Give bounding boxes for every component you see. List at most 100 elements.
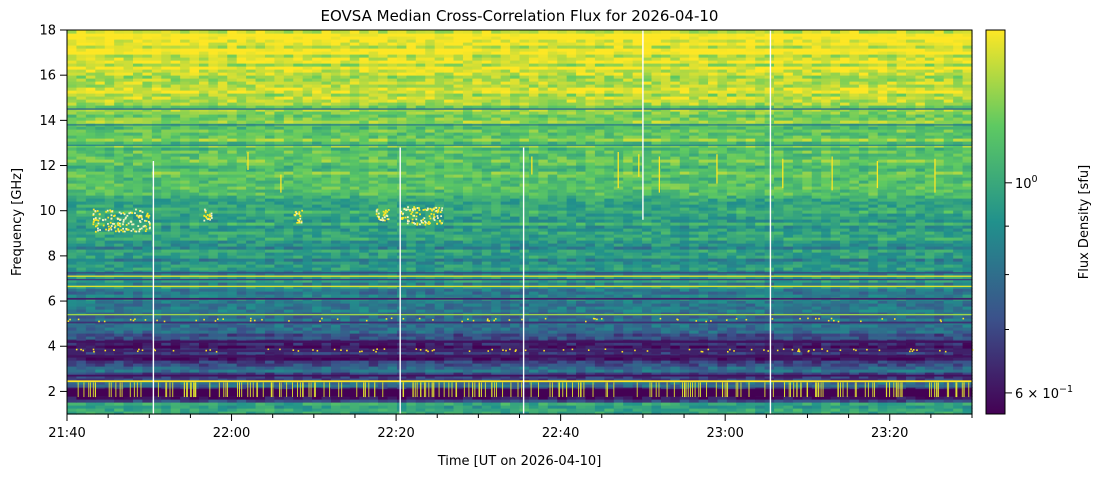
heatmap-cell bbox=[670, 279, 681, 283]
heatmap-cell bbox=[906, 345, 917, 349]
heatmap-cell bbox=[642, 375, 653, 379]
heatmap-cell bbox=[670, 306, 681, 310]
heatmap-cell bbox=[915, 333, 926, 337]
heatmap-cell bbox=[444, 279, 455, 283]
heatmap-cell bbox=[604, 279, 615, 283]
heatmap-cell bbox=[623, 375, 634, 379]
heatmap-cell bbox=[444, 372, 455, 376]
heatmap-cell bbox=[462, 315, 473, 319]
heatmap-cell bbox=[510, 357, 521, 361]
heatmap-cell bbox=[726, 315, 737, 319]
heatmap-cell bbox=[811, 264, 822, 268]
heatmap-cell bbox=[632, 372, 643, 376]
heatmap-cell bbox=[519, 378, 530, 382]
heatmap-cell bbox=[95, 381, 106, 385]
heatmap-cell bbox=[566, 342, 577, 346]
heatmap-cell bbox=[510, 378, 521, 382]
heatmap-cell bbox=[604, 324, 615, 328]
heatmap-cell bbox=[840, 291, 851, 295]
heatmap-cell bbox=[802, 324, 813, 328]
heatmap-cell bbox=[632, 273, 643, 277]
heatmap-cell bbox=[415, 327, 426, 331]
heatmap-cell bbox=[453, 357, 464, 361]
heatmap-cell bbox=[519, 357, 530, 361]
heatmap-cell bbox=[642, 357, 653, 361]
heatmap-cell bbox=[453, 336, 464, 340]
heatmap-cell bbox=[698, 342, 709, 346]
heatmap-cell bbox=[774, 267, 785, 271]
heatmap-cell bbox=[132, 378, 144, 382]
heatmap-cell bbox=[594, 330, 605, 334]
heatmap-cell bbox=[623, 336, 634, 340]
heatmap-cell bbox=[623, 294, 634, 298]
heatmap-cell bbox=[576, 405, 587, 409]
heatmap-cell bbox=[660, 282, 671, 286]
heatmap-cell bbox=[566, 315, 577, 319]
heatmap-cell bbox=[340, 324, 351, 328]
heatmap-cell bbox=[726, 336, 737, 340]
heatmap-cell bbox=[76, 288, 87, 292]
heatmap-cell bbox=[142, 264, 153, 268]
heatmap-cell bbox=[745, 402, 756, 406]
heatmap-cell bbox=[274, 396, 285, 400]
heatmap-cell bbox=[170, 363, 181, 367]
heatmap-cell bbox=[396, 333, 407, 337]
heatmap-cell bbox=[340, 267, 351, 271]
heatmap-cell bbox=[114, 300, 125, 304]
heatmap-cell bbox=[170, 288, 181, 292]
heatmap-cell bbox=[142, 372, 153, 376]
heatmap-cell bbox=[95, 363, 106, 367]
heatmap-cell bbox=[151, 342, 162, 346]
heatmap-cell bbox=[887, 396, 898, 400]
heatmap-cell bbox=[406, 303, 417, 307]
heatmap-cell bbox=[830, 273, 841, 277]
heatmap-cell bbox=[623, 405, 634, 409]
heatmap-cell bbox=[425, 291, 436, 295]
heatmap-cell bbox=[472, 366, 483, 370]
heatmap-cell bbox=[642, 372, 653, 376]
heatmap-cell bbox=[415, 315, 426, 319]
heatmap-cell bbox=[642, 315, 653, 319]
heatmap-cell bbox=[632, 279, 643, 283]
heatmap-cell bbox=[802, 336, 813, 340]
heatmap-cell bbox=[85, 402, 96, 406]
heatmap-cell bbox=[217, 336, 228, 340]
heatmap-cell bbox=[274, 408, 285, 412]
heatmap-cell bbox=[538, 396, 549, 400]
heatmap-cell bbox=[198, 402, 210, 406]
heatmap-cell bbox=[547, 375, 558, 379]
heatmap-cell bbox=[660, 384, 671, 388]
heatmap-cell bbox=[717, 267, 728, 271]
heatmap-cell bbox=[802, 279, 813, 283]
heatmap-cell bbox=[217, 366, 228, 370]
heatmap-cell bbox=[368, 264, 379, 268]
heatmap-cell bbox=[755, 306, 766, 310]
heatmap-cell bbox=[274, 288, 285, 292]
heatmap-cell bbox=[689, 267, 700, 271]
heatmap-cell bbox=[491, 357, 502, 361]
heatmap-cell bbox=[302, 291, 313, 295]
heatmap-cell bbox=[519, 396, 530, 400]
heatmap-cell bbox=[76, 333, 87, 337]
heatmap-cell bbox=[623, 324, 634, 328]
heatmap-cell bbox=[858, 411, 869, 415]
heatmap-cell bbox=[462, 375, 473, 379]
heatmap-cell bbox=[415, 291, 426, 295]
heatmap-cell bbox=[472, 336, 483, 340]
heatmap-cell bbox=[576, 282, 587, 286]
heatmap-cell bbox=[510, 405, 521, 409]
heatmap-cell bbox=[953, 273, 964, 277]
heatmap-cell bbox=[217, 372, 228, 376]
heatmap-cell bbox=[840, 345, 851, 349]
heatmap-cell bbox=[906, 303, 917, 307]
heatmap-cell bbox=[236, 318, 247, 322]
heatmap-cell bbox=[123, 303, 134, 307]
heatmap-cell bbox=[642, 333, 653, 337]
heatmap-cell bbox=[255, 303, 266, 307]
heatmap-cell bbox=[95, 333, 106, 337]
heatmap-cell bbox=[255, 318, 266, 322]
heatmap-cell bbox=[283, 258, 294, 262]
heatmap-cell bbox=[472, 270, 483, 274]
heatmap-cell bbox=[755, 378, 766, 382]
heatmap-cell bbox=[340, 300, 351, 304]
